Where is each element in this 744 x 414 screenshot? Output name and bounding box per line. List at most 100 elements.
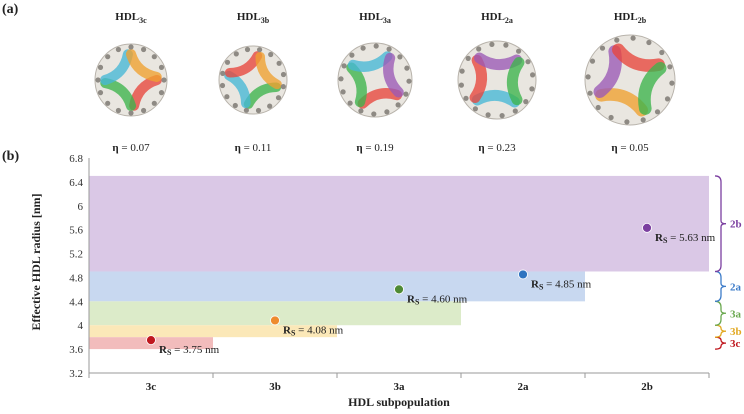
brace-label-3b: 3b	[730, 326, 742, 338]
x-tick-label: 2a	[518, 381, 530, 393]
size-bands	[89, 175, 709, 350]
y-tick-label: 3.2	[69, 368, 83, 380]
lipid-bead	[406, 78, 412, 84]
point-label-2b: RS = 5.63 nm	[655, 232, 716, 245]
y-tick-labels: 3.2 3.6 4 4.4 4.8 5.2 5.6 6 6.4 6.8	[69, 153, 83, 380]
lipid-bead	[373, 43, 379, 49]
brace-3c	[714, 336, 727, 350]
brace-3a	[714, 300, 727, 326]
particle-title: HDL3b	[237, 11, 270, 25]
brace-label-3a: 3a	[730, 308, 742, 320]
x-tick-label: 3b	[269, 381, 281, 393]
eta-label: η = 0.11	[235, 142, 272, 154]
y-tick-label: 6.4	[69, 177, 83, 189]
brace-label-2b: 2b	[730, 219, 742, 231]
lipid-bead	[349, 52, 355, 58]
lipid-bead	[115, 46, 121, 53]
lipid-bead	[268, 51, 274, 58]
lipid-bead	[105, 100, 111, 106]
lipid-bead	[267, 103, 273, 109]
lipid-bead	[599, 45, 606, 51]
lipid-bead	[395, 102, 401, 108]
lipid-bead	[141, 46, 147, 53]
lipid-bead	[128, 44, 134, 50]
lipid-bead	[244, 46, 251, 53]
lipid-bead	[529, 86, 535, 92]
x-axis-label: HDL subpopulation	[348, 395, 450, 409]
lipid-bead	[384, 109, 390, 115]
y-tick-label: 5.2	[69, 249, 83, 261]
y-tick-label: 4	[78, 320, 84, 332]
y-tick-label: 4.4	[69, 296, 83, 308]
protein-chain	[506, 57, 525, 106]
lipid-bead	[669, 80, 675, 86]
lipid-bead	[255, 107, 262, 114]
lipid-bead	[347, 100, 353, 106]
lipid-bead	[585, 74, 591, 80]
lipid-bead	[472, 106, 478, 112]
lipid-bead	[476, 46, 482, 52]
y-tick-label: 5.6	[69, 225, 83, 237]
lipid-bead	[97, 90, 104, 96]
lipid-bead	[512, 108, 518, 114]
particle-2a: HDL2a η = 0.23	[457, 11, 537, 154]
lipid-bead	[338, 76, 344, 82]
band-3b	[89, 325, 337, 338]
lipid-bead	[232, 102, 238, 109]
particle-3b: HDL3b η = 0.11	[218, 11, 288, 154]
lipid-bead	[404, 65, 410, 71]
lipid-bead	[233, 51, 239, 57]
point-3a	[394, 284, 404, 295]
particle-title: HDL3a	[359, 11, 391, 25]
lipid-bead	[276, 60, 282, 66]
particle-title: HDL2a	[481, 11, 513, 25]
point-3b	[270, 315, 280, 326]
y-tick-label: 6.8	[69, 153, 83, 165]
lipid-bead	[219, 82, 226, 89]
lipid-bead	[523, 99, 529, 105]
lipid-bead	[115, 107, 121, 114]
lipid-bead	[525, 59, 531, 65]
brace-label-3c: 3c	[730, 338, 741, 350]
lipid-bead	[403, 91, 409, 97]
y-tick-label: 3.6	[69, 344, 83, 356]
lipid-bead	[151, 54, 157, 60]
lipid-bead	[220, 70, 226, 76]
protein-chain	[255, 51, 282, 90]
lipid-bead	[151, 100, 157, 106]
lipid-bead	[595, 104, 601, 111]
lipid-bead	[630, 35, 636, 41]
lipid-bead	[397, 54, 403, 60]
lipid-bead	[465, 55, 471, 62]
point-label-3b: RS = 4.08 nm	[283, 324, 344, 337]
lipid-bead	[128, 110, 134, 116]
lipid-bead	[624, 119, 630, 125]
lipid-bead	[224, 59, 231, 65]
lipid-bead	[587, 90, 593, 96]
lipid-bead	[458, 82, 464, 88]
particle-title: HDL2b	[614, 11, 647, 25]
band-3a	[89, 301, 461, 326]
lipid-bead	[158, 64, 165, 70]
lipid-bead	[280, 71, 287, 78]
lipid-bead	[105, 54, 111, 60]
lipid-bead	[499, 113, 505, 119]
lipid-bead	[386, 46, 392, 52]
chart-axes	[88, 158, 710, 378]
data-points: RS = 3.75 nm RS = 4.08 nm RS = 4.60 nm RS =…	[146, 222, 716, 357]
panel-b-label: (b)	[2, 149, 19, 164]
y-axis-label: Effective HDL radius [nm]	[29, 194, 43, 331]
lipid-bead	[640, 117, 646, 123]
lipid-bead	[654, 109, 661, 115]
lipid-bead	[275, 95, 282, 101]
lipid-bead	[371, 111, 377, 117]
lipid-bead	[224, 94, 230, 100]
particle-3c: HDL3c η = 0.07	[94, 11, 168, 154]
lipid-bead	[659, 49, 665, 56]
lipid-bead	[141, 107, 147, 114]
lipid-bead	[280, 84, 286, 90]
lipid-bead	[257, 47, 263, 53]
